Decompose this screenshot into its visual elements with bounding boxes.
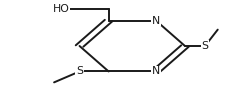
Text: S: S bbox=[201, 41, 208, 51]
Text: N: N bbox=[151, 16, 159, 26]
Text: HO: HO bbox=[52, 4, 69, 14]
Text: N: N bbox=[151, 66, 159, 76]
Text: S: S bbox=[76, 66, 83, 76]
